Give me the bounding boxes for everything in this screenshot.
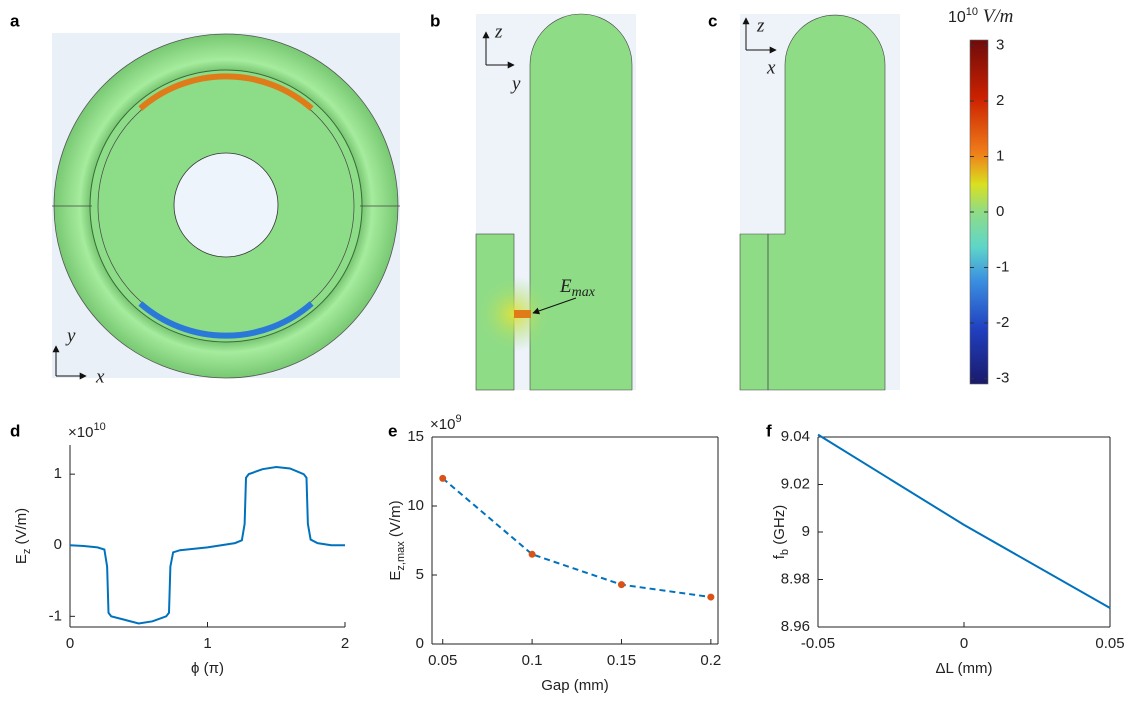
panel-label: d	[10, 421, 20, 440]
axis-name: z	[494, 21, 503, 42]
annotation-base: E	[559, 276, 572, 297]
axis-exponent-part: ×10	[68, 424, 93, 441]
colorbar-tick-label: 0	[996, 203, 1004, 220]
axis-exponent-part: 10	[93, 421, 105, 433]
x-tick-label: 2	[341, 635, 349, 652]
y-axis-label-part: E	[13, 554, 30, 564]
y-tick-label: 9	[802, 523, 810, 540]
annotation-sub: max	[572, 285, 596, 300]
x-axis-label-part: ϕ (π)	[191, 660, 224, 677]
unit-exponent: 10	[966, 6, 978, 18]
axis-exponent: ×1010	[68, 421, 106, 441]
axis-exponent-part: 9	[455, 413, 461, 425]
axis-name: x	[95, 366, 105, 387]
gap-field	[514, 310, 531, 318]
x-axis-label: Gap (mm)	[541, 677, 609, 694]
y-tick-label: 9.02	[781, 475, 810, 492]
y-axis-label-part: (V/m)	[13, 508, 30, 549]
x-axis-label-part: ΔL (mm)	[936, 660, 993, 677]
colorbar-tick-label: 3	[996, 37, 1004, 54]
x-tick-label: 0.05	[1095, 635, 1124, 652]
series-line	[70, 467, 345, 623]
colorbar-tick-label: -2	[996, 314, 1009, 331]
y-axis-label-part: z,max	[395, 541, 407, 571]
center-hole	[174, 153, 278, 257]
x-axis-label: ΔL (mm)	[936, 660, 993, 677]
y-tick-label: 15	[407, 428, 424, 445]
y-axis-label-part: (GHz)	[771, 505, 788, 549]
colorbar-tick-label: -3	[996, 369, 1009, 386]
x-tick-label: -0.05	[801, 635, 835, 652]
axis-name: x	[766, 57, 776, 78]
series-line	[443, 478, 711, 597]
panel-a: a y x	[10, 11, 400, 387]
y-tick-label: 1	[54, 465, 62, 482]
series-line	[818, 435, 1110, 608]
x-tick-label: 1	[203, 635, 211, 652]
x-tick-label: 0.2	[700, 652, 721, 669]
data-point	[618, 581, 625, 588]
y-axis-label: Ez (V/m)	[13, 508, 33, 564]
x-tick-label: 0	[66, 635, 74, 652]
x-axis-label: ϕ (π)	[191, 660, 224, 677]
axis-name: z	[756, 15, 765, 36]
panel-c: c z x	[708, 11, 900, 390]
panel-label: b	[430, 11, 440, 30]
axis-exponent: ×109	[430, 413, 462, 433]
unit-text: V/m	[978, 6, 1013, 27]
y-tick-label: 8.96	[781, 618, 810, 635]
x-tick-label: 0.05	[428, 652, 457, 669]
colorbar-tick-label: -1	[996, 258, 1009, 275]
data-point	[707, 594, 714, 601]
axis-name: y	[65, 325, 76, 346]
colorbar-tick-label: 2	[996, 92, 1004, 109]
y-tick-label: 0	[54, 536, 62, 553]
unit-base: 10	[948, 9, 966, 26]
data-point	[529, 551, 536, 558]
panel-b: b Emax z y	[430, 11, 636, 390]
colorbar-tick-label: 1	[996, 147, 1004, 164]
axis-exponent-part: ×10	[430, 416, 455, 433]
y-axis-label-part: E	[387, 571, 404, 581]
x-tick-label: 0.15	[607, 652, 636, 669]
figure: a y x b Emax z y c z x	[0, 0, 1132, 705]
y-tick-label: 8.98	[781, 570, 810, 587]
y-tick-label: 10	[407, 497, 424, 514]
y-axis-label-part: (V/m)	[387, 500, 404, 541]
y-tick-label: 9.04	[781, 428, 810, 445]
x-tick-label: 0	[960, 635, 968, 652]
panel-label: e	[388, 421, 397, 440]
data-point	[439, 475, 446, 482]
x-axis-label-part: Gap (mm)	[541, 677, 609, 694]
y-tick-label: -1	[49, 607, 62, 624]
panel-label: f	[766, 421, 772, 440]
y-axis-label: fb (GHz)	[771, 505, 791, 559]
x-tick-label: 0.1	[522, 652, 543, 669]
panel-label: a	[10, 11, 20, 30]
panel-label: c	[708, 11, 717, 30]
y-tick-label: 5	[416, 566, 424, 583]
y-tick-label: 0	[416, 635, 424, 652]
colorbar-unit: 1010 V/m	[948, 6, 1013, 27]
axis-name: y	[510, 73, 521, 94]
y-axis-label: Ez,max (V/m)	[387, 500, 407, 580]
